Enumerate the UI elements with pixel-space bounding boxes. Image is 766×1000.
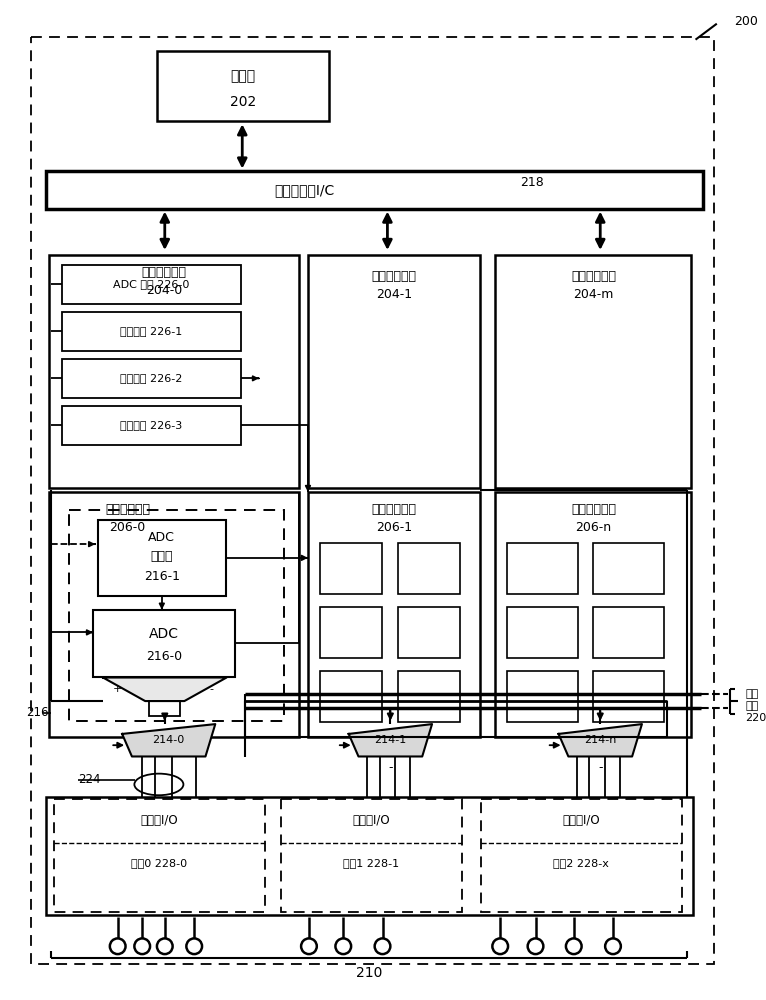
Bar xyxy=(69,510,284,721)
Text: ADC: ADC xyxy=(149,627,179,641)
Text: 可编程I/O: 可编程I/O xyxy=(352,814,390,827)
Text: 206-n: 206-n xyxy=(575,521,611,534)
Text: 端口0 228-0: 端口0 228-0 xyxy=(131,858,188,868)
Bar xyxy=(149,701,181,716)
Bar xyxy=(308,492,480,737)
Circle shape xyxy=(301,938,317,954)
Text: 数字可编程块: 数字可编程块 xyxy=(571,270,616,283)
Bar xyxy=(594,543,664,594)
Text: 定序器: 定序器 xyxy=(151,550,173,563)
Bar xyxy=(319,607,381,658)
Text: 可编程I/O: 可编程I/O xyxy=(562,814,600,827)
Text: 结果处理 226-2: 结果处理 226-2 xyxy=(120,373,183,383)
Bar xyxy=(62,406,241,445)
Bar xyxy=(280,799,462,912)
Circle shape xyxy=(134,938,150,954)
Text: 224: 224 xyxy=(78,773,101,786)
Circle shape xyxy=(336,938,351,954)
Circle shape xyxy=(375,938,391,954)
Bar xyxy=(308,255,480,488)
Bar xyxy=(54,799,265,912)
Text: 218: 218 xyxy=(520,176,544,189)
Text: 210: 210 xyxy=(355,966,382,980)
Bar xyxy=(398,671,460,722)
Bar xyxy=(507,607,578,658)
Bar xyxy=(46,171,703,209)
Bar xyxy=(594,671,664,722)
Text: 202: 202 xyxy=(230,95,256,109)
Circle shape xyxy=(566,938,581,954)
Text: 模拟可编程块: 模拟可编程块 xyxy=(571,503,616,516)
Bar xyxy=(398,607,460,658)
Text: 采样控制 226-1: 采样控制 226-1 xyxy=(120,326,182,336)
Text: 216: 216 xyxy=(27,706,49,719)
Bar xyxy=(62,359,241,398)
Circle shape xyxy=(528,938,543,954)
Text: 处理器: 处理器 xyxy=(230,69,255,83)
Text: 端口1 228-1: 端口1 228-1 xyxy=(343,858,399,868)
Bar xyxy=(319,543,381,594)
Text: 214-1: 214-1 xyxy=(375,735,407,745)
Text: 220: 220 xyxy=(745,713,766,723)
Polygon shape xyxy=(122,724,215,756)
Circle shape xyxy=(110,938,126,954)
Polygon shape xyxy=(349,724,432,756)
Bar xyxy=(507,543,578,594)
Text: 204-m: 204-m xyxy=(573,288,614,301)
Text: 200: 200 xyxy=(734,15,758,28)
Text: 可编程I/O: 可编程I/O xyxy=(141,814,178,827)
Text: -: - xyxy=(388,761,393,774)
Bar xyxy=(496,255,692,488)
Text: 204-0: 204-0 xyxy=(146,284,182,297)
Text: 216-0: 216-0 xyxy=(146,650,182,663)
Bar xyxy=(62,265,241,304)
Text: +: + xyxy=(113,684,123,694)
Text: 数字可编程块: 数字可编程块 xyxy=(372,270,416,283)
Bar xyxy=(93,610,235,677)
Polygon shape xyxy=(558,724,642,756)
Bar xyxy=(49,492,300,737)
Text: 模拟可编程块: 模拟可编程块 xyxy=(105,503,150,516)
Bar xyxy=(62,312,241,351)
Text: -: - xyxy=(210,684,214,694)
Text: 数字可编程块: 数字可编程块 xyxy=(142,266,187,279)
Text: 模拟可编程块: 模拟可编程块 xyxy=(372,503,416,516)
Text: 214-n: 214-n xyxy=(584,735,617,745)
Circle shape xyxy=(157,938,172,954)
Bar xyxy=(480,799,682,912)
Bar xyxy=(49,255,300,488)
Circle shape xyxy=(493,938,508,954)
Bar xyxy=(594,607,664,658)
Text: 总线: 总线 xyxy=(745,701,758,711)
Text: 206-0: 206-0 xyxy=(110,521,146,534)
Text: -: - xyxy=(598,761,603,774)
Text: 204-1: 204-1 xyxy=(376,288,412,301)
Bar xyxy=(46,797,693,915)
Text: 模拟: 模拟 xyxy=(745,689,758,699)
Text: ADC: ADC xyxy=(149,531,175,544)
Text: 可编程数字I/C: 可编程数字I/C xyxy=(274,183,334,197)
Bar xyxy=(507,671,578,722)
Text: ADC 配置 226-0: ADC 配置 226-0 xyxy=(113,279,190,289)
Text: 端口2 228-x: 端口2 228-x xyxy=(553,858,609,868)
Text: 端口控制 226-3: 端口控制 226-3 xyxy=(120,420,182,430)
Bar xyxy=(398,543,460,594)
Circle shape xyxy=(186,938,202,954)
Text: 214-0: 214-0 xyxy=(152,735,185,745)
Bar xyxy=(496,492,692,737)
Bar xyxy=(319,671,381,722)
Text: 216-1: 216-1 xyxy=(144,570,180,583)
Bar xyxy=(157,51,329,121)
Polygon shape xyxy=(103,678,227,701)
Circle shape xyxy=(605,938,620,954)
Bar xyxy=(98,520,225,596)
Text: 206-1: 206-1 xyxy=(376,521,412,534)
